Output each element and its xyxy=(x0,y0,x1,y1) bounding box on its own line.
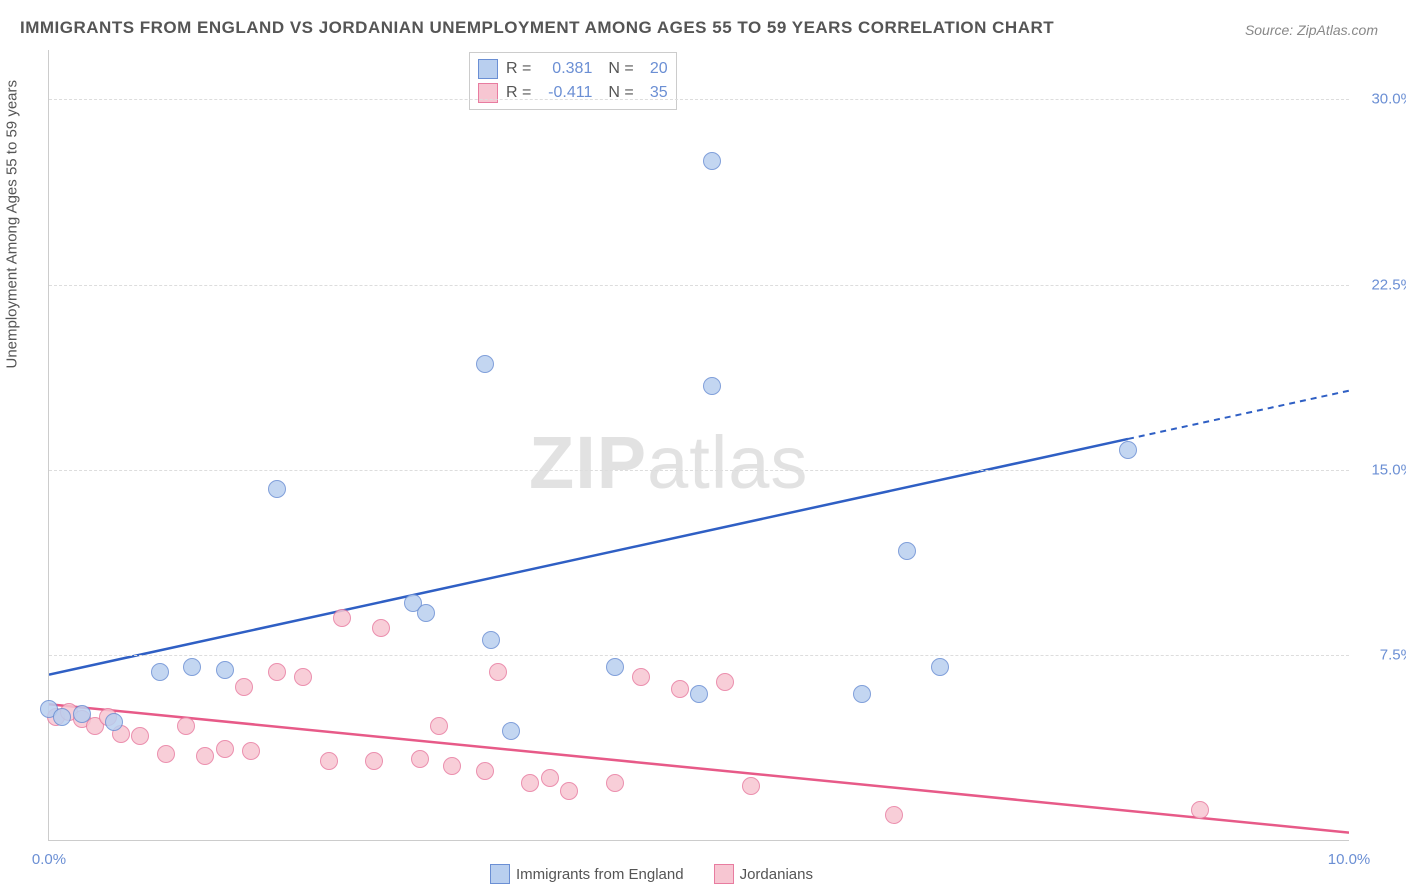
point-pink xyxy=(521,774,539,792)
corr-row-blue: R = 0.381 N = 20 xyxy=(478,57,668,81)
chart-title: IMMIGRANTS FROM ENGLAND VS JORDANIAN UNE… xyxy=(20,18,1054,38)
plot-area: ZIPatlas R = 0.381 N = 20 R = -0.411 N =… xyxy=(48,50,1349,841)
trendline-blue-solid xyxy=(49,439,1128,675)
point-blue xyxy=(931,658,949,676)
swatch-blue xyxy=(478,59,498,79)
correlation-legend: R = 0.381 N = 20 R = -0.411 N = 35 xyxy=(469,52,677,110)
legend-label-pink: Jordanians xyxy=(740,866,813,883)
point-pink xyxy=(560,782,578,800)
point-blue xyxy=(690,685,708,703)
legend-item-blue: Immigrants from England xyxy=(490,864,684,884)
point-blue xyxy=(151,663,169,681)
n-label: N = xyxy=(608,60,633,78)
point-pink xyxy=(476,762,494,780)
point-pink xyxy=(1191,801,1209,819)
legend-label-blue: Immigrants from England xyxy=(516,866,684,883)
point-pink xyxy=(268,663,286,681)
swatch-pink xyxy=(714,864,734,884)
point-blue xyxy=(53,708,71,726)
point-blue xyxy=(216,661,234,679)
point-pink xyxy=(157,745,175,763)
point-pink xyxy=(294,668,312,686)
trend-lines-layer xyxy=(49,50,1349,840)
point-pink xyxy=(632,668,650,686)
y-tick-label: 7.5% xyxy=(1354,646,1406,663)
point-blue xyxy=(853,685,871,703)
gridline xyxy=(49,99,1349,100)
point-blue xyxy=(1119,441,1137,459)
point-blue xyxy=(703,152,721,170)
point-pink xyxy=(885,806,903,824)
point-blue xyxy=(183,658,201,676)
point-pink xyxy=(489,663,507,681)
trendline-pink-solid xyxy=(49,704,1349,832)
x-max-label: 10.0% xyxy=(1328,851,1371,868)
point-pink xyxy=(671,680,689,698)
y-tick-label: 30.0% xyxy=(1354,91,1406,108)
point-pink xyxy=(411,750,429,768)
point-blue xyxy=(482,631,500,649)
point-pink xyxy=(365,752,383,770)
gridline xyxy=(49,655,1349,656)
point-pink xyxy=(333,609,351,627)
point-pink xyxy=(443,757,461,775)
watermark: ZIPatlas xyxy=(529,420,808,505)
point-pink xyxy=(541,769,559,787)
point-pink xyxy=(235,678,253,696)
watermark-atlas: atlas xyxy=(647,421,808,504)
point-pink xyxy=(606,774,624,792)
point-pink xyxy=(242,742,260,760)
point-blue xyxy=(898,542,916,560)
point-pink xyxy=(216,740,234,758)
r-value-blue: 0.381 xyxy=(537,60,592,78)
point-blue xyxy=(417,604,435,622)
x-min-label: 0.0% xyxy=(32,851,66,868)
chart-container: IMMIGRANTS FROM ENGLAND VS JORDANIAN UNE… xyxy=(0,0,1406,892)
y-tick-label: 22.5% xyxy=(1354,276,1406,293)
watermark-zip: ZIP xyxy=(529,421,647,504)
point-pink xyxy=(742,777,760,795)
point-pink xyxy=(430,717,448,735)
legend-item-pink: Jordanians xyxy=(714,864,813,884)
trendline-blue-dashed xyxy=(1128,391,1349,439)
point-pink xyxy=(131,727,149,745)
point-pink xyxy=(320,752,338,770)
gridline xyxy=(49,470,1349,471)
point-pink xyxy=(196,747,214,765)
r-label: R = xyxy=(506,60,531,78)
point-pink xyxy=(372,619,390,637)
point-blue xyxy=(105,713,123,731)
source-attribution: Source: ZipAtlas.com xyxy=(1245,22,1378,38)
point-blue xyxy=(606,658,624,676)
gridline xyxy=(49,285,1349,286)
point-blue xyxy=(703,377,721,395)
point-pink xyxy=(716,673,734,691)
point-blue xyxy=(476,355,494,373)
y-axis-label: Unemployment Among Ages 55 to 59 years xyxy=(4,80,21,369)
corr-row-pink: R = -0.411 N = 35 xyxy=(478,81,668,105)
point-blue xyxy=(73,705,91,723)
n-value-blue: 20 xyxy=(640,60,668,78)
point-blue xyxy=(502,722,520,740)
point-blue xyxy=(268,480,286,498)
series-legend: Immigrants from England Jordanians xyxy=(490,864,813,884)
point-pink xyxy=(177,717,195,735)
swatch-blue xyxy=(490,864,510,884)
y-tick-label: 15.0% xyxy=(1354,461,1406,478)
